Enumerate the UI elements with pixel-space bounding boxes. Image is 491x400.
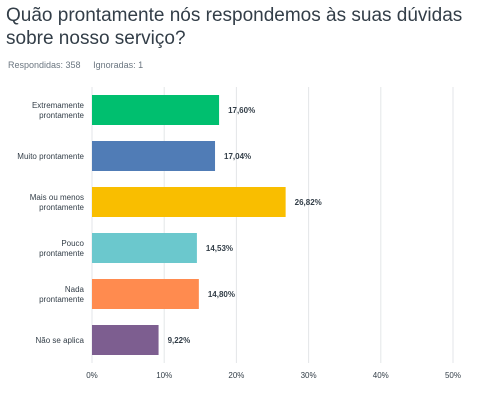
bar	[92, 187, 286, 217]
bar	[92, 141, 216, 171]
category-label-line: Extremamente	[32, 101, 85, 110]
bar	[92, 325, 159, 355]
category-label-line: Nada	[65, 285, 85, 294]
category-label: Não se aplica	[36, 336, 85, 345]
x-tick-label: 50%	[445, 371, 461, 380]
bar-layer	[92, 95, 286, 355]
x-tick-label: 30%	[301, 371, 317, 380]
category-label: Pouco prontamente	[39, 239, 84, 258]
value-label: 14,53%	[206, 244, 233, 253]
bar	[92, 95, 220, 125]
category-label-line: Não se aplica	[36, 336, 85, 345]
category-label: Nada prontamente	[39, 285, 84, 304]
grid-layer	[91, 87, 454, 363]
category-label-line: prontamente	[39, 295, 84, 304]
category-label-line: Pouco	[61, 239, 84, 248]
response-stats: Respondidas: 358 Ignoradas: 1	[8, 60, 153, 70]
skipped-count: Ignoradas: 1	[93, 60, 144, 70]
category-label-line: prontamente	[39, 111, 84, 120]
value-label: 9,22%	[168, 336, 191, 345]
x-tick-label: 40%	[373, 371, 389, 380]
bar	[92, 279, 199, 309]
label-layer: 0% 10% 20% 30% 40% 50%17,60%Extremamente pront…	[17, 101, 461, 380]
category-label: Mais ou menos prontamente	[30, 193, 85, 212]
answered-count: Respondidas: 358	[8, 60, 81, 70]
value-label: 26,82%	[295, 198, 322, 207]
x-tick-label: 0%	[86, 371, 98, 380]
category-label-line: Muito prontamente	[17, 152, 84, 161]
x-tick-label: 10%	[156, 371, 172, 380]
category-label: Muito prontamente	[17, 152, 84, 161]
category-label-line: prontamente	[39, 249, 84, 258]
question-title: Quão prontamente nós respondemos às suas…	[6, 5, 463, 49]
category-label-line: prontamente	[39, 203, 84, 212]
bar	[92, 233, 197, 263]
value-label: 14,80%	[208, 290, 235, 299]
x-tick-label: 20%	[228, 371, 244, 380]
value-label: 17,60%	[228, 106, 255, 115]
value-label: 17,04%	[224, 152, 251, 161]
category-label-line: Mais ou menos	[30, 193, 84, 202]
category-label: Extremamente prontamente	[32, 101, 85, 120]
